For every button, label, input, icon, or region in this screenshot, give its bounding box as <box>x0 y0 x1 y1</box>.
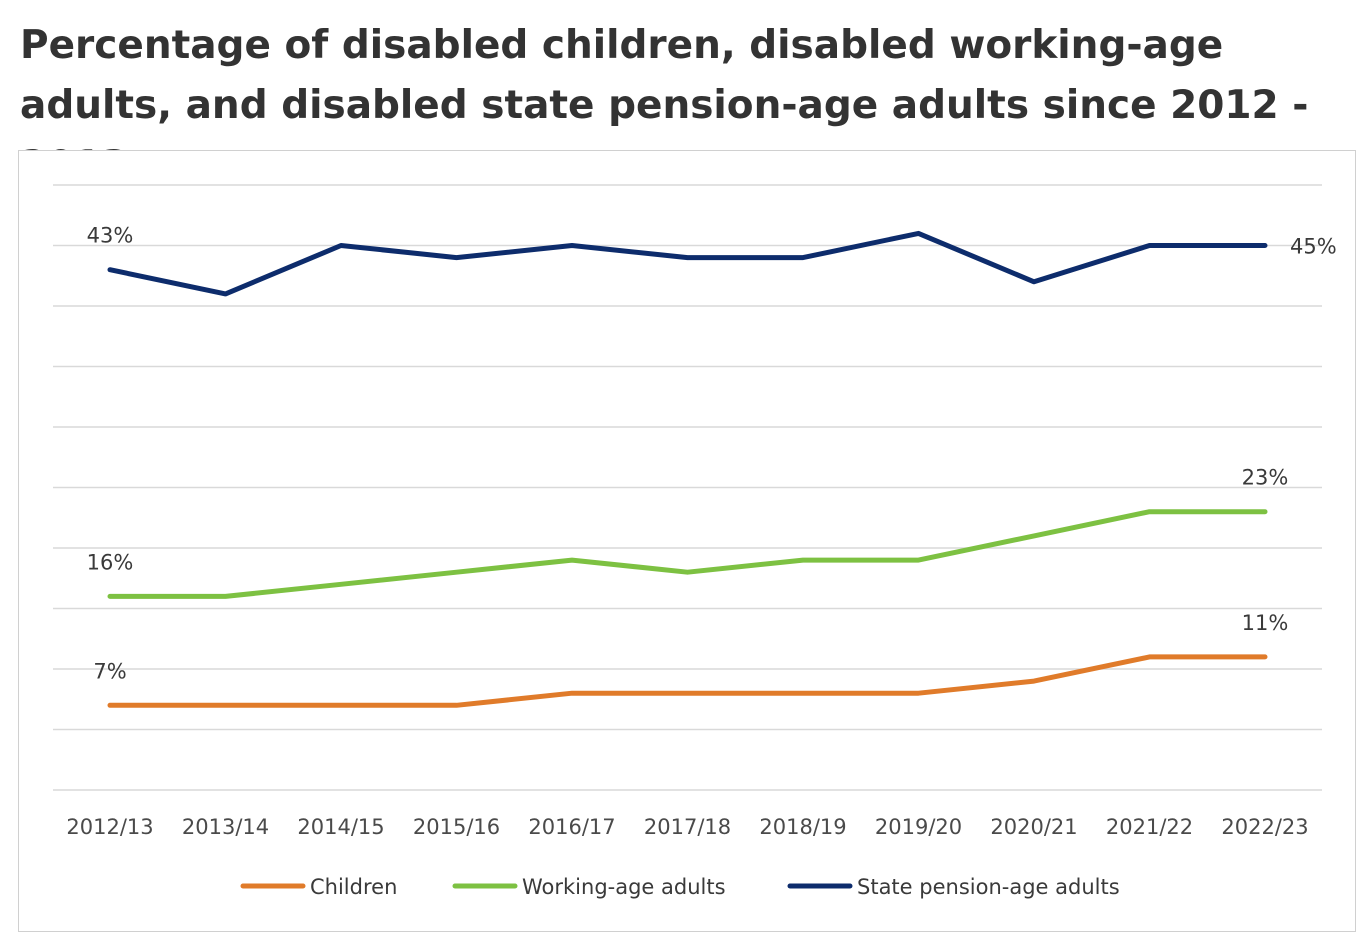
x-tick-label: 2019/20 <box>875 815 962 839</box>
series-line <box>107 509 1268 599</box>
legend-label: Working-age adults <box>522 875 726 899</box>
series-lines <box>107 230 1268 708</box>
x-tick-label: 2022/23 <box>1221 815 1308 839</box>
x-tick-label: 2020/21 <box>990 815 1077 839</box>
x-tick-label: 2016/17 <box>528 815 615 839</box>
x-axis-ticks: 2012/13 2013/14 2014/15 2015/16 2016/17 2017/… <box>66 815 1308 839</box>
legend-label: Children <box>310 875 397 899</box>
x-tick-label: 2014/15 <box>297 815 384 839</box>
x-tick-label: 2021/22 <box>1106 815 1193 839</box>
data-label: 7% <box>93 659 126 683</box>
data-label: 23% <box>1242 466 1289 490</box>
x-tick-label: 2015/16 <box>413 815 500 839</box>
x-tick-label: 2012/13 <box>66 815 153 839</box>
data-label: 11% <box>1242 611 1289 635</box>
x-tick-label: 2013/14 <box>182 815 269 839</box>
data-label: 43% <box>87 224 134 248</box>
chart-frame <box>18 150 1356 932</box>
series-line <box>107 230 1268 297</box>
gridlines <box>53 184 1322 791</box>
data-labels: 7% 11% 16% 23% 43% 45% <box>87 224 1337 684</box>
legend: Children Working-age adults State pension-… <box>240 875 1120 899</box>
legend-label: State pension-age adults <box>857 875 1120 899</box>
data-label: 45% <box>1290 235 1337 259</box>
series-line <box>107 654 1268 708</box>
chart-title: Percentage of disabled children, disable… <box>20 23 1309 188</box>
x-tick-label: 2017/18 <box>644 815 731 839</box>
x-tick-label: 2018/19 <box>759 815 846 839</box>
data-label: 16% <box>87 550 134 574</box>
